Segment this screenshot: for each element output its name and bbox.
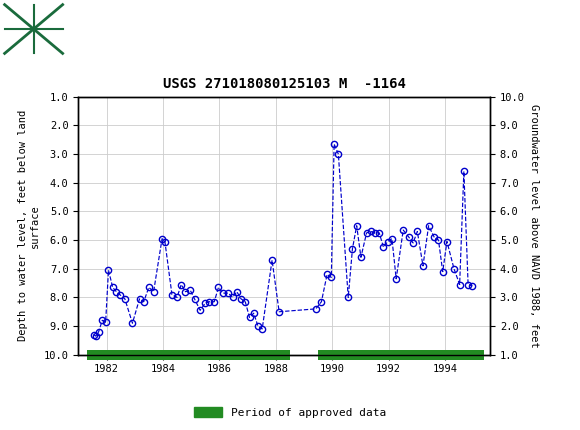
Legend: Period of approved data: Period of approved data <box>190 403 390 422</box>
Title: USGS 271018080125103 M  -1164: USGS 271018080125103 M -1164 <box>163 77 405 92</box>
Bar <box>87 350 290 360</box>
FancyBboxPatch shape <box>5 5 63 53</box>
Bar <box>318 350 484 360</box>
Text: USGS: USGS <box>70 20 125 38</box>
Y-axis label: Depth to water level, feet below land
surface: Depth to water level, feet below land su… <box>18 110 39 341</box>
Y-axis label: Groundwater level above NAVD 1988, feet: Groundwater level above NAVD 1988, feet <box>529 104 539 347</box>
